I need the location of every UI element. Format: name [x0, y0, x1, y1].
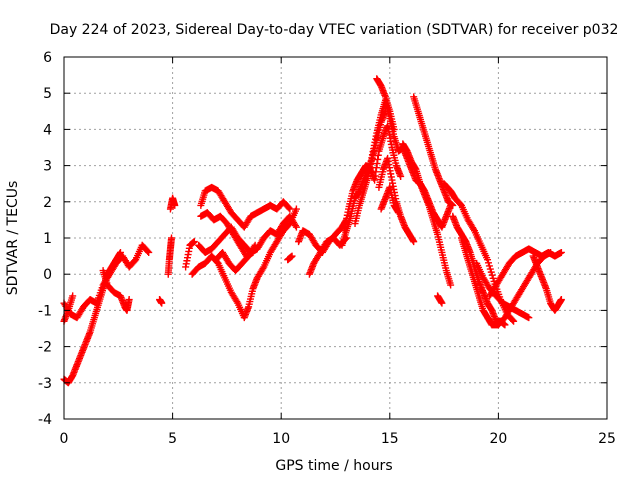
series-track-10	[195, 212, 300, 256]
y-tick-label: 1	[43, 231, 52, 247]
series-track-24	[410, 93, 457, 209]
series-track-4	[99, 267, 133, 314]
data-point	[69, 292, 77, 300]
y-tick-label: -3	[38, 376, 52, 392]
data-point	[286, 205, 294, 213]
data-point	[485, 262, 493, 270]
data-point	[410, 238, 418, 246]
series-track-7	[166, 194, 179, 213]
series-track-22	[377, 183, 402, 217]
y-tick-label: 4	[43, 122, 52, 138]
x-tick-label: 25	[598, 431, 616, 447]
data-point	[168, 234, 176, 242]
data-point	[285, 204, 293, 212]
y-tick-label: 6	[43, 50, 52, 66]
data-point	[190, 238, 198, 246]
data-point	[233, 298, 241, 306]
x-axis-title: GPS time / hours	[275, 458, 392, 474]
data-point	[145, 248, 153, 256]
y-tick-label: -2	[38, 340, 52, 356]
data-point	[488, 271, 496, 279]
series-track-8	[182, 238, 198, 271]
data-point	[525, 314, 533, 322]
data-point	[510, 317, 518, 325]
x-tick-labels: 0 5 10 15 20 25	[60, 431, 616, 447]
data-point	[487, 268, 495, 276]
data-point	[397, 172, 405, 180]
data-point	[292, 205, 300, 213]
data-point	[449, 201, 457, 209]
series-track-2	[60, 292, 77, 325]
data-point	[501, 321, 509, 329]
data-point	[259, 265, 267, 273]
data-point	[486, 265, 494, 273]
data-point	[251, 241, 259, 249]
data-point	[390, 125, 398, 133]
data-point	[438, 299, 446, 307]
y-tick-label: 3	[43, 159, 52, 175]
data-point	[470, 225, 478, 233]
y-tick-label: 2	[43, 195, 52, 211]
y-tick-label: -1	[38, 303, 52, 319]
series-track-27	[440, 180, 518, 325]
x-tick-label: 15	[381, 431, 399, 447]
series-track-30	[486, 245, 565, 300]
x-tick-label: 10	[272, 431, 290, 447]
series-track-13	[212, 241, 259, 275]
axis-ticks	[63, 56, 608, 420]
series-track-5	[156, 296, 166, 307]
data-point	[288, 252, 296, 260]
data-point	[489, 274, 497, 282]
y-tick-label: 0	[43, 267, 52, 283]
series-track-25	[434, 292, 446, 307]
y-tick-labels: -4 -3 -2 -1 0 1 2 3 4 5 6	[38, 50, 52, 428]
data-point	[557, 248, 565, 256]
series-track-12	[188, 205, 300, 322]
data-point	[484, 256, 492, 264]
series-track-20	[373, 75, 398, 133]
data-points	[60, 75, 565, 387]
series-track-6	[164, 234, 176, 278]
series-track-14	[284, 252, 296, 264]
data-point	[394, 209, 402, 217]
data-point	[158, 299, 166, 307]
data-point	[447, 281, 455, 289]
series-track-23	[399, 140, 455, 289]
data-point	[557, 296, 565, 304]
data-point	[509, 316, 517, 324]
x-tick-label: 20	[489, 431, 507, 447]
data-point	[291, 222, 299, 230]
x-tick-label: 5	[168, 431, 177, 447]
data-point	[144, 247, 152, 255]
y-tick-label: 5	[43, 86, 52, 102]
data-point	[250, 243, 258, 251]
series-track-31	[529, 252, 565, 314]
series-track-9	[197, 183, 294, 231]
x-tick-label: 0	[60, 431, 69, 447]
y-axis-title: SDTVAR / TECUs	[5, 181, 21, 296]
data-point	[292, 223, 300, 231]
chart-title: Day 224 of 2023, Sidereal Day-to-day VTE…	[50, 22, 619, 38]
data-point	[125, 296, 133, 304]
data-point	[171, 201, 179, 209]
y-tick-label: -4	[38, 412, 52, 428]
data-point	[116, 248, 124, 256]
data-point	[484, 259, 492, 267]
